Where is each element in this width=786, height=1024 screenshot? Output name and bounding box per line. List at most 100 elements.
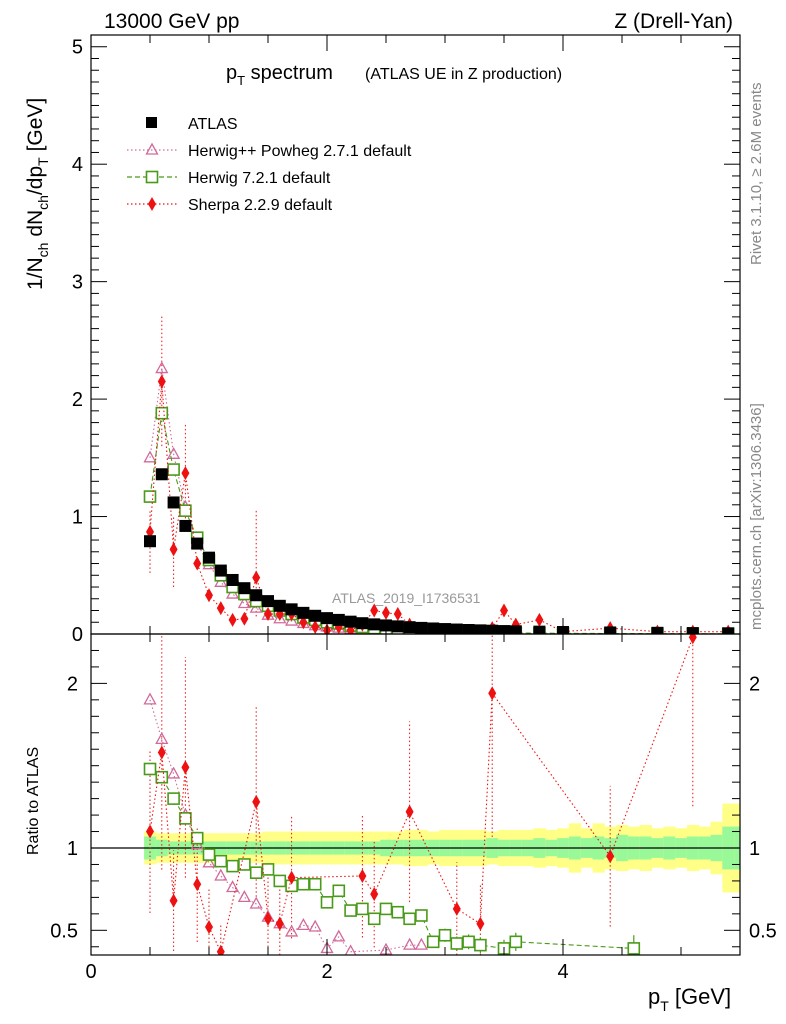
herwigpp-ratio-point (249, 896, 263, 909)
sherpa-ratio-point (476, 916, 485, 931)
herwigpp-line (149, 368, 729, 634)
legend-label-sherpa: Sherpa 2.2.9 default (188, 197, 333, 214)
xlabel-main: p (648, 984, 660, 1009)
herwigpp-point (237, 596, 251, 609)
sherpa-ratio-point (275, 916, 284, 931)
sherpa-ratio-point (252, 794, 261, 809)
sherpa-ratio-point (157, 745, 166, 760)
legend-marker-sherpa (148, 197, 156, 211)
ratio-y-tick-label: 0.5 (50, 920, 78, 942)
herwig7-point (167, 463, 180, 476)
herwigpp-ratio-point (403, 937, 417, 950)
atlas-point (155, 468, 168, 481)
x-tick-label: 2 (321, 961, 332, 983)
herwig7-ratio-point (627, 942, 641, 955)
atlas-point (179, 519, 192, 532)
header-right: Z (Drell-Yan) (614, 10, 733, 33)
herwig7-ratio-point (308, 877, 322, 891)
herwig7-ratio-point (143, 762, 157, 776)
herwigpp-ratio-point (285, 924, 299, 937)
sherpa-point (535, 612, 544, 627)
sherpa-point (393, 607, 402, 622)
herwig7-ratio-point (320, 896, 334, 909)
herwigpp-ratio-point (202, 855, 216, 868)
sherpa-ratio-point (358, 868, 367, 883)
legend: ATLAS Herwig++ Powheg 2.7.1 default Herw… (127, 116, 412, 214)
y-tick-label: 4 (72, 154, 83, 176)
herwigpp-point (273, 611, 287, 624)
herwig7-point (179, 504, 192, 517)
y-tick-label: 1 (72, 507, 83, 529)
x-tick-label: 0 (85, 961, 96, 983)
sherpa-ratio-point (688, 634, 697, 645)
atlas-point (238, 582, 251, 595)
atlas-point (509, 625, 522, 634)
title-sub: T (237, 73, 245, 88)
herwig7-ratio-point (179, 812, 192, 825)
sherpa-point (205, 588, 213, 603)
herwig7-ratio-point (297, 877, 310, 891)
sherpa-point (370, 603, 379, 618)
sherpa-point (216, 601, 225, 616)
atlas-point (144, 535, 156, 548)
sherpa-ratio-point (452, 901, 461, 916)
legend-marker-atlas (146, 117, 157, 128)
sherpa-ratio-point (488, 686, 497, 701)
sherpa-point (169, 542, 178, 557)
herwig7-ratio-point (415, 909, 428, 922)
header-left: 13000 GeV pp (104, 10, 239, 33)
plot-title: pT spectrum (ATLAS UE in Z production) (226, 62, 562, 88)
atlas-point (167, 496, 180, 509)
herwig7-ratio-point (249, 866, 263, 879)
herwigpp-ratio-point (155, 732, 169, 745)
legend-label-herwigpp: Herwig++ Powheg 2.7.1 default (188, 143, 412, 160)
herwigpp-ratio-point (296, 918, 310, 931)
sherpa-ratio-point (370, 887, 379, 902)
atlas-point (462, 624, 475, 634)
herwig7-ratio-point (379, 902, 393, 916)
ratio-y-tick-label-right: 1 (749, 838, 760, 860)
herwigpp-ratio-point (332, 929, 346, 942)
sherpa-point (181, 466, 190, 481)
xlabel-sub: T (660, 998, 669, 1014)
xlabel-rest: [GeV] (669, 984, 731, 1009)
herwig7-ratio-point (426, 935, 440, 949)
atlas-point (273, 599, 286, 612)
herwig7-ratio-point (391, 905, 405, 919)
herwigpp-ratio-point (214, 868, 228, 881)
atlas-point (368, 618, 381, 631)
herwig7-ratio-point (367, 912, 381, 926)
herwigpp-point (143, 450, 157, 463)
bottom-ylabel: Ratio to ATLAS (25, 747, 42, 855)
sherpa-ratio-line (149, 637, 694, 954)
atlas-point (309, 609, 322, 622)
bottom-frame (90, 633, 741, 956)
ratio-y-tick-label-right: 2 (749, 673, 760, 695)
sherpa-ratio-point (169, 893, 178, 908)
sherpa-point (228, 612, 237, 627)
atlas-point (533, 625, 546, 634)
herwigpp-ratio-point (226, 880, 240, 893)
ratio-y-tick-label-right: 0.5 (749, 920, 777, 942)
title-rest: spectrum (245, 62, 333, 84)
sherpa-point (382, 605, 390, 620)
sherpa-point (157, 374, 166, 389)
herwigpp-ratio-point (344, 944, 357, 955)
herwig7-ratio-point (474, 938, 487, 952)
atlas-point (427, 622, 440, 634)
legend-marker-herwigpp (145, 142, 159, 155)
title-main: p (226, 62, 237, 84)
herwig7-ratio-point (450, 937, 464, 950)
herwig7-ratio-point (273, 874, 287, 888)
atlas-point (191, 537, 204, 550)
sherpa-point (500, 603, 508, 618)
atlas-point (262, 595, 274, 608)
herwig7-ratio-point (238, 858, 251, 871)
herwigpp-ratio-point (143, 692, 157, 705)
x-axis-label: pT [GeV] (648, 984, 731, 1014)
atlas-point (332, 613, 345, 626)
sherpa-ratio-point (264, 911, 272, 926)
sherpa-ratio-point (193, 877, 202, 892)
herwig7-ratio-point (155, 770, 169, 784)
